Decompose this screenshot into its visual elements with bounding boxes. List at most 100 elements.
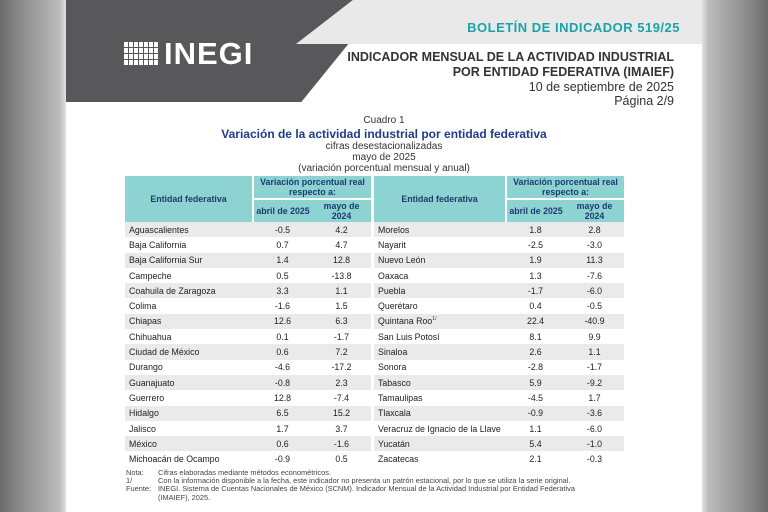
value-abril-2025: 5.4 [506,436,565,452]
value-mayo-2024: -7.4 [333,392,350,403]
entity-name: Tabasco [374,374,506,391]
value-abril-2025: 0.5 [276,270,289,281]
table-row: Sonora -2.8 -1.7 [374,360,624,375]
value-mayo-2024: 12.8 [312,252,371,268]
inegi-logo: INEGI [124,38,253,69]
value-mayo-2024: -1.6 [312,436,371,452]
entity-name: México [125,436,253,452]
value-abril-2025: 2.1 [529,454,542,465]
value-mayo-2024: -1.7 [586,362,603,373]
table-row: México 0.6 -1.6 [125,436,371,452]
value-abril-2025: 8.1 [529,331,542,342]
value-mayo-2024: 4.7 [335,239,348,250]
right-table: Entidad federativa Variación porcentual … [374,176,624,467]
caption-line-1: cifras desestacionalizadas [325,141,443,152]
logo-text: INEGI [164,36,254,71]
table-row: Yucatán 5.4 -1.0 [374,436,624,452]
header-group: Variación porcentual real respecto a: [506,176,624,200]
value-mayo-2024: -13.8 [331,270,352,281]
value-mayo-2024: -6.0 [586,423,603,434]
value-abril-2025: 0.1 [276,331,289,342]
value-mayo-2024: 15.2 [312,405,371,421]
entity-name: Nuevo León [374,252,506,268]
page-number: Página 2/9 [614,94,674,108]
value-abril-2025: -2.5 [527,239,544,250]
source-text: INEGI. Sistema de Cuentas Nacionales de … [158,484,575,494]
value-abril-2025: 12.6 [253,313,312,330]
table-row: Chiapas 12.6 6.3 [125,313,371,330]
table-row: Tamaulipas -4.5 1.7 [374,390,624,405]
entity-name: Sonora [378,362,407,373]
footnote-marker: 1/ [432,316,437,323]
header-light-band [296,0,702,44]
value-abril-2025: 0.4 [529,301,542,312]
table-row: Colima -1.6 1.5 [125,298,371,313]
value-abril-2025: 5.9 [506,374,565,391]
value-mayo-2024: 0.5 [335,454,348,465]
value-abril-2025: 0.6 [253,344,312,360]
report-title: INDICADOR MENSUAL DE LA ACTIVIDAD INDUST… [347,50,674,79]
value-mayo-2024: -3.6 [565,405,624,421]
value-abril-2025: -1.6 [274,301,291,312]
entity-name: Tamaulipas [378,392,423,403]
entity-name: Campeche [129,270,172,281]
value-abril-2025: 6.5 [253,405,312,421]
entity-name: San Luis Potosí [378,331,440,342]
value-abril-2025: 0.7 [276,239,289,250]
left-table-body: Aguascalientes -0.5 4.2 Baja California 0.7 4… [125,222,371,467]
table-row: Guanajuato -0.8 2.3 [125,374,371,391]
table-row: Tabasco 5.9 -9.2 [374,374,624,391]
value-mayo-2024: -9.2 [565,374,624,391]
entity-name: Tlaxcala [374,405,506,421]
note-text: Cifras elaboradas mediante métodos econo… [158,468,331,477]
value-abril-2025: 1.1 [529,423,542,434]
table-row: Guerrero 12.8 -7.4 [125,390,371,405]
entity-name: Guanajuato [125,374,253,391]
table-row: Hidalgo 6.5 15.2 [125,405,371,421]
value-mayo-2024: 1.5 [335,301,348,312]
entity-name: Aguascalientes [125,222,253,238]
value-abril-2025: 22.4 [506,313,565,330]
value-mayo-2024: -1.0 [565,436,624,452]
value-abril-2025: -0.8 [253,374,312,391]
entity-name: Chihuahua [129,331,172,342]
entity-name: Coahuila de Zaragoza [125,283,253,299]
table-row: Oaxaca 1.3 -7.6 [374,268,624,283]
value-mayo-2024: -7.6 [586,270,603,281]
value-abril-2025: 12.8 [273,392,292,403]
source-label: Fuente: [126,484,152,494]
entity-name: Querétaro [378,301,418,312]
bulletin-number: BOLETÍN DE INDICADOR 519/25 [467,20,680,35]
inegi-logo-icon [124,42,158,65]
value-mayo-2024: -3.0 [586,239,603,250]
table-row: Sinaloa 2.6 1.1 [374,344,624,360]
table-row: Jalisco 1.7 3.7 [125,421,371,436]
table-caption: Cuadro 1 Variación de la actividad indus… [66,115,702,174]
source-text-2: (IMAIEF), 2025. [158,492,211,502]
entity-name: Yucatán [374,436,506,452]
entity-name: Morelos [374,222,506,238]
bulletin-page: INEGI BOLETÍN DE INDICADOR 519/25 INDICA… [66,0,702,512]
value-mayo-2024: 2.8 [565,222,624,238]
report-date: 10 de septiembre de 2025 [528,80,674,94]
source-line: Fuente: INEGI. Sistema de Cuentas Naciona… [126,485,686,493]
table-row: Nuevo León 1.9 11.3 [374,252,624,268]
table-row: Tlaxcala -0.9 -3.6 [374,405,624,421]
entity-name: Baja California Sur [125,252,253,268]
footnotes: Nota: Cifras elaboradas mediante métodos … [126,468,686,502]
value-mayo-2024: 1.7 [588,392,601,403]
value-mayo-2024: 6.3 [312,313,371,330]
entity-name: Baja California [129,239,187,250]
value-abril-2025: 1.3 [529,270,542,281]
entity-name: Nayarit [378,239,406,250]
entity-name: Colima [129,301,157,312]
note-line: Nota: Cifras elaboradas mediante métodos … [126,468,686,477]
entity-name: Puebla [374,283,506,299]
entity-name: Jalisco [129,423,156,434]
entity-name: Sinaloa [374,344,506,360]
caption-number: Cuadro 1 [363,115,405,126]
value-mayo-2024: 4.2 [312,222,371,238]
value-abril-2025: -0.9 [506,405,565,421]
table-row: Campeche 0.5 -13.8 [125,268,371,283]
table-row: Ciudad de México 0.6 7.2 [125,344,371,360]
